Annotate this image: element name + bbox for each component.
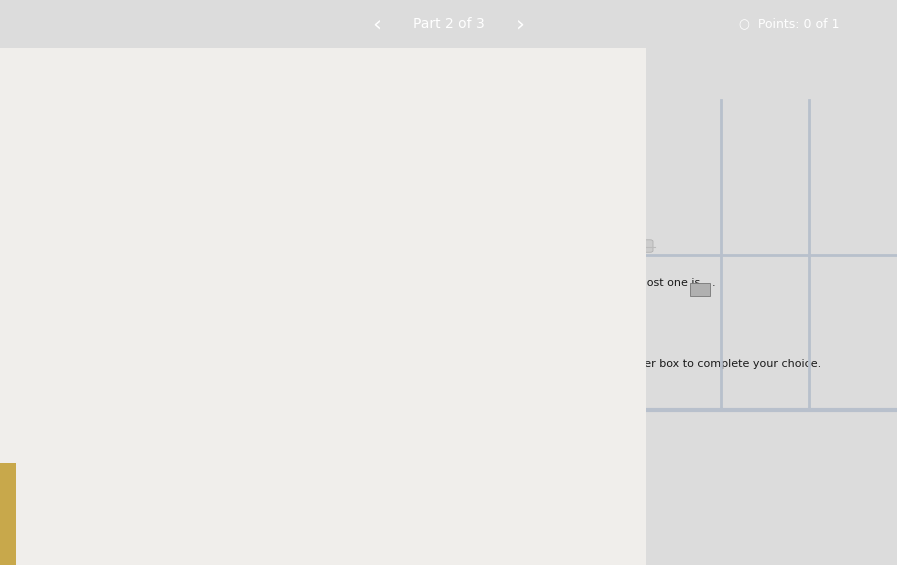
Bar	[447, 282, 466, 295]
Text: 🔎: 🔎	[608, 177, 617, 193]
Circle shape	[593, 119, 632, 142]
Text: ○ C.  There is no horizontal asymptote.: ○ C. There is no horizontal asymptote.	[27, 508, 246, 518]
Text: 5: 5	[492, 106, 495, 111]
Text: ‹: ‹	[372, 14, 381, 34]
Text: Identify the horizontal asymptote if one exists. Select the correct choice below: Identify the horizontal asymptote if one…	[18, 359, 821, 370]
Text: -5: -5	[490, 208, 495, 214]
Text: ⋯: ⋯	[626, 241, 634, 250]
Text: and the equation of the rightmost one is: and the equation of the rightmost one is	[474, 278, 700, 288]
Text: .: .	[712, 278, 716, 288]
Text: 10: 10	[488, 54, 495, 59]
Text: ○  Points: 0 of 1: ○ Points: 0 of 1	[739, 18, 840, 31]
Bar	[690, 282, 710, 295]
Text: (Type an equation in slope-intercept form. Use integers or fractions for any num: (Type an equation in slope-intercept for…	[72, 492, 603, 502]
Text: Identify any vertical, horizontal, or oblique asymptotes in the: Identify any vertical, horizontal, or ob…	[36, 73, 378, 83]
Text: ○ C.  There are no vertical asymptotes.: ○ C. There are no vertical asymptotes.	[27, 328, 248, 338]
Text: graph of y ≡ f(x)  State the domain of f.: graph of y ≡ f(x) State the domain of f.	[36, 94, 257, 105]
Text: (Type an equation. Use integers or fractions for any numbers in the equation.): (Type an equation. Use integers or fract…	[49, 255, 457, 265]
Text: ○ A.: ○ A.	[27, 406, 51, 416]
Text: .: .	[318, 457, 321, 467]
Text: ›: ›	[516, 14, 525, 34]
Text: x: x	[573, 146, 578, 155]
Text: ↺: ↺	[606, 232, 619, 247]
Text: ○ B.: ○ B.	[27, 278, 51, 288]
Text: -10: -10	[486, 260, 495, 265]
Bar	[290, 461, 314, 474]
Text: 10: 10	[573, 169, 580, 174]
Text: y: y	[500, 51, 504, 60]
Text: (Type an equation. Use integers or fractions for any numbers in the equation.): (Type an equation. Use integers or fract…	[72, 441, 480, 451]
Text: 5: 5	[536, 169, 539, 174]
Text: -10: -10	[415, 169, 424, 174]
Text: 🔍: 🔍	[607, 121, 618, 140]
FancyBboxPatch shape	[607, 240, 653, 252]
Text: The equation of the oblique asymptote is: The equation of the oblique asymptote is	[72, 457, 301, 467]
Circle shape	[593, 228, 632, 251]
Text: (Type equations. Use integers or fractions for any numbers in the equations.): (Type equations. Use integers or fractio…	[72, 313, 475, 323]
Text: The equation of the horizontal asymptote is: The equation of the horizontal asymptote…	[72, 406, 316, 416]
Circle shape	[593, 173, 632, 197]
Text: Part 2 of 3: Part 2 of 3	[413, 17, 484, 31]
Text: There are two vertical asymptotes. The equation of the leftmost one is: There are two vertical asymptotes. The e…	[72, 278, 466, 288]
Bar	[306, 410, 330, 423]
Text: ○ B.: ○ B.	[27, 457, 51, 467]
Text: -5: -5	[457, 169, 462, 174]
Text: ←: ←	[16, 62, 30, 80]
